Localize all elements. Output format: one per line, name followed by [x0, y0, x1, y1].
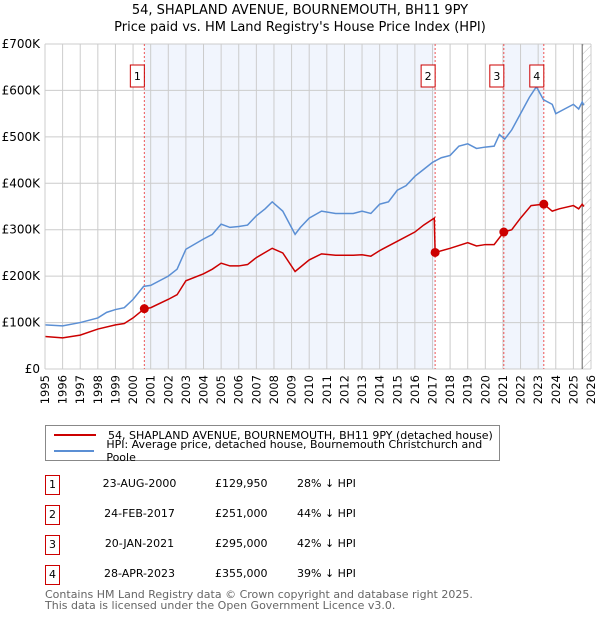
legend-label-property: 54, SHAPLAND AVENUE, BOURNEMOUTH, BH11 9… — [108, 428, 493, 442]
x-tick-label: 2010 — [302, 375, 316, 404]
sale-label-number: 1 — [134, 70, 141, 83]
legend: 54, SHAPLAND AVENUE, BOURNEMOUTH, BH11 9… — [45, 425, 500, 464]
x-tick-label: 1999 — [108, 375, 122, 404]
x-tick-label: 2005 — [214, 375, 228, 404]
sale-price: £129,950 — [215, 477, 268, 490]
shaded-range — [144, 44, 436, 369]
sale-label-number: 4 — [533, 70, 540, 83]
y-tick-label: £200K — [2, 269, 42, 283]
footer-licence: This data is licensed under the Open Gov… — [45, 599, 396, 612]
chart-subtitle: Price paid vs. HM Land Registry's House … — [114, 20, 486, 35]
sale-date: 23-AUG-2000 — [102, 477, 177, 490]
legend-label-hpi: HPI: Average price, detached house, Bour… — [106, 438, 483, 464]
x-tick-label: 1998 — [91, 375, 105, 404]
x-tick-label: 1997 — [73, 375, 87, 404]
y-tick-label: £600K — [2, 83, 42, 97]
x-tick-label: 2022 — [514, 375, 528, 404]
x-tick-label: 2000 — [126, 375, 140, 404]
x-tick-label: 2001 — [144, 375, 158, 404]
footer: Contains HM Land Registry data © Crown c… — [45, 589, 473, 611]
sale-point — [499, 227, 509, 237]
red-line-swatch — [54, 434, 96, 436]
y-tick-label: £100K — [2, 316, 42, 330]
sale-date: 24-FEB-2017 — [104, 507, 175, 520]
price-chart: 1995 1996 1997 1998 1999 2000 2001 2002 2003 2004… — [2, 37, 598, 404]
x-tick-label: 2018 — [443, 375, 457, 404]
x-tick-label: 2012 — [337, 375, 351, 404]
y-tick-label: £500K — [2, 130, 42, 144]
hpi-line — [44, 85, 585, 327]
sale-row: 2 24-FEB-2017 £251,000 44% ↓ HPI — [45, 505, 545, 525]
property-price-line — [44, 202, 585, 339]
sale-marker-number: 4 — [45, 565, 60, 585]
x-tick-label: 2017 — [425, 375, 439, 404]
footer-copyright: Contains HM Land Registry data © Crown c… — [45, 588, 473, 601]
x-tick-label: 2021 — [496, 375, 510, 404]
sale-label-box — [420, 64, 436, 88]
sale-hpi-diff: 39% ↓ HPI — [297, 567, 356, 580]
sale-point — [430, 247, 440, 257]
x-tick-label: 2004 — [197, 375, 211, 404]
x-tick-label: 2015 — [390, 375, 404, 404]
sale-label-box — [129, 64, 145, 88]
sale-price: £295,000 — [215, 537, 268, 550]
chart-title: 54, SHAPLAND AVENUE, BOURNEMOUTH, BH11 9… — [131, 3, 469, 18]
legend-item-property: 54, SHAPLAND AVENUE, BOURNEMOUTH, BH11 9… — [54, 427, 493, 443]
x-tick-label: 2026 — [584, 375, 598, 404]
x-tick-label: 2016 — [408, 375, 422, 404]
x-tick-label: 1995 — [38, 375, 52, 404]
x-tick-label: 2020 — [478, 375, 492, 404]
legend-item-hpi: HPI: Average price, detached house, Bour… — [54, 438, 499, 464]
y-tick-label: £400K — [2, 176, 42, 190]
sale-hpi-diff: 44% ↓ HPI — [297, 507, 356, 520]
x-tick-label: 1996 — [56, 375, 70, 404]
sale-label-number: 3 — [493, 70, 500, 83]
x-tick-label: 2011 — [320, 375, 334, 404]
sale-marker-number: 2 — [45, 505, 60, 525]
y-tick-label: £300K — [2, 223, 42, 237]
forecast-hatch — [582, 44, 591, 369]
x-tick-label: 2013 — [355, 375, 369, 404]
x-tick-label: 2019 — [461, 375, 475, 404]
sale-marker-number: 3 — [45, 535, 60, 555]
sale-row: 4 28-APR-2023 £355,000 39% ↓ HPI — [45, 565, 545, 585]
sale-hpi-diff: 42% ↓ HPI — [297, 537, 356, 550]
x-tick-label: 2006 — [232, 375, 246, 404]
sale-price: £251,000 — [215, 507, 268, 520]
sale-label-number: 2 — [425, 70, 432, 83]
sale-price: £355,000 — [215, 567, 268, 580]
x-tick-label: 2007 — [249, 375, 263, 404]
x-tick-label: 2025 — [566, 375, 580, 404]
sale-hpi-diff: 28% ↓ HPI — [297, 477, 356, 490]
sale-point — [539, 199, 549, 209]
sale-row: 3 20-JAN-2021 £295,000 42% ↓ HPI — [45, 535, 545, 555]
x-tick-label: 2014 — [373, 375, 387, 404]
sale-marker-number: 1 — [45, 475, 60, 495]
x-tick-label: 2024 — [549, 375, 563, 404]
x-tick-label: 2003 — [179, 375, 193, 404]
y-tick-label: £700K — [2, 37, 42, 51]
x-tick-label: 2023 — [531, 375, 545, 404]
blue-line-swatch — [54, 450, 95, 452]
sale-date: 28-APR-2023 — [103, 567, 176, 580]
x-tick-label: 2008 — [267, 375, 281, 404]
sale-date: 20-JAN-2021 — [104, 537, 175, 550]
sale-point — [139, 304, 149, 314]
sale-label-box — [529, 64, 545, 88]
x-tick-label: 2002 — [161, 375, 175, 404]
x-tick-label: 2009 — [285, 375, 299, 404]
sale-label-box — [489, 64, 505, 88]
sale-row: 1 23-AUG-2000 £129,950 28% ↓ HPI — [45, 475, 545, 495]
y-tick-label: £0 — [25, 362, 40, 376]
shaded-range — [503, 44, 544, 369]
